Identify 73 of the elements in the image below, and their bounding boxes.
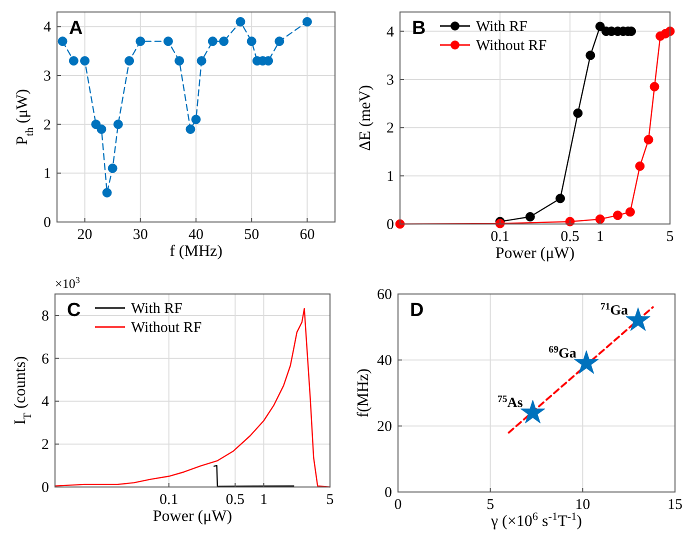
x-tick-label: 30 — [132, 227, 148, 243]
x-tick-label: 0.5 — [560, 229, 580, 245]
x-tick-label: 5 — [486, 497, 494, 513]
point — [186, 124, 196, 134]
x-tick-label: 1 — [260, 492, 268, 508]
chart-title: B — [412, 18, 426, 39]
legend-label: Without RF — [476, 38, 547, 54]
x-tick-label: 0.1 — [159, 492, 178, 508]
point — [174, 56, 184, 66]
point — [108, 164, 118, 174]
y-tick-label: 0 — [42, 480, 49, 496]
y-tick-label: 6 — [42, 351, 50, 368]
y-tick-label: 60 — [377, 287, 392, 303]
y-tick-label: 0 — [44, 215, 51, 231]
y-axis-title: f(MHz) — [355, 368, 372, 418]
point — [246, 36, 256, 46]
legend-label: With RF — [131, 301, 182, 317]
y-tick-label: 40 — [377, 353, 392, 369]
point — [191, 114, 201, 124]
point — [80, 56, 90, 66]
point — [102, 188, 112, 198]
chart-title: A — [69, 18, 83, 39]
legend-label: Without RF — [131, 320, 202, 336]
point — [219, 36, 229, 46]
x-axis-title: Power (μW) — [495, 245, 575, 262]
y-tick-label: 0 — [386, 217, 394, 233]
point — [58, 36, 68, 46]
point — [68, 56, 78, 66]
y-tick-label: 8 — [42, 308, 49, 324]
point — [196, 56, 206, 66]
annotation: $^{71}$Ga — [600, 300, 628, 318]
y-tick-label: 2 — [386, 120, 394, 137]
point — [264, 56, 274, 66]
point — [113, 120, 123, 130]
x-tick-label: 0.1 — [490, 229, 510, 245]
x-axis-title: γ (×10$^{6}$ s$^{-1}$T$^{-1}$) — [490, 511, 582, 530]
point — [124, 56, 134, 66]
x-tick-label: 5 — [666, 229, 674, 245]
x-tick-label: 10 — [575, 497, 590, 513]
x-tick-label: 20 — [77, 227, 92, 243]
x-tick-label: 0.5 — [226, 492, 245, 508]
annotation: $^{75}$As — [497, 393, 524, 411]
point — [274, 36, 284, 46]
y-tick-label: 2 — [42, 437, 49, 454]
y-axis-title: ΔE (meV) — [357, 85, 374, 151]
x-tick-label: 50 — [244, 227, 260, 243]
point — [302, 17, 312, 27]
text: ×10$^{3}$ — [55, 275, 80, 291]
x-tick-label: 1 — [596, 229, 604, 245]
point — [163, 36, 173, 46]
chart-title: D — [410, 300, 424, 321]
x-tick-label: 15 — [668, 497, 682, 513]
point — [96, 124, 106, 134]
y-tick-label: 3 — [44, 68, 51, 84]
legend-label: With RF — [476, 19, 528, 35]
x-tick-label: 5 — [326, 492, 334, 508]
x-axis-title: f (MHz) — [170, 243, 222, 260]
x-tick-label: 60 — [300, 227, 315, 243]
point — [208, 36, 218, 46]
y-tick-label: 1 — [44, 166, 51, 182]
y-tick-label: 20 — [377, 419, 392, 435]
y-tick-label: 1 — [386, 168, 394, 185]
annotation: $^{69}$Ga — [548, 344, 576, 362]
y-tick-label: 4 — [386, 24, 394, 40]
chart-title: C — [67, 300, 81, 321]
y-tick-label: 4 — [44, 20, 52, 36]
x-tick-label: 40 — [188, 227, 204, 243]
y-tick-label: 3 — [386, 72, 394, 88]
point — [236, 17, 246, 27]
y-tick-label: 2 — [44, 117, 51, 134]
y-tick-label: 4 — [42, 394, 50, 410]
point — [136, 36, 146, 46]
x-axis-title: Power (μW) — [152, 508, 232, 525]
